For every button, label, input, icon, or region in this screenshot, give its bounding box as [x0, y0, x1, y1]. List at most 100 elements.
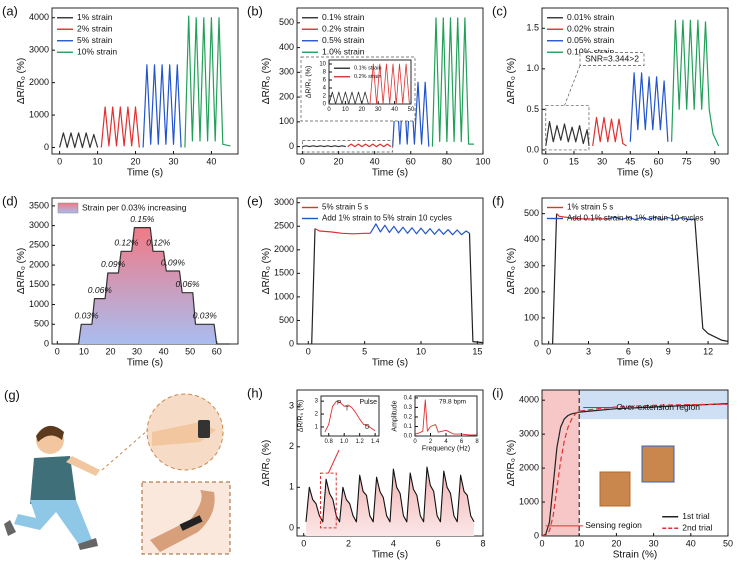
y-tick-label: 0.5: [526, 104, 539, 114]
x-tick-label: 0: [301, 538, 306, 548]
x-tick-label: 2: [429, 439, 433, 445]
legend-label: 10% strain: [77, 47, 117, 57]
x-tick-label: 20: [611, 538, 621, 548]
data-line: [142, 64, 182, 148]
data-line: [311, 228, 316, 345]
y-tick-label: 500: [524, 208, 539, 218]
data-line: [671, 19, 720, 147]
x-tick-label: 6: [460, 439, 464, 445]
x-tick-label: 40: [206, 156, 216, 166]
data-line: [414, 399, 477, 436]
x-tick-label: 100: [475, 156, 490, 166]
x-tick-label: 10: [93, 156, 103, 166]
data-line: [545, 121, 590, 146]
y-tick-label: 100: [524, 312, 539, 322]
y-tick-label: 0.2: [404, 415, 413, 421]
panel-label: (e): [247, 193, 263, 208]
panel-label: (c): [492, 3, 507, 18]
x-axis-label: Time (s): [372, 550, 408, 561]
y-tick-label: 3500: [29, 200, 49, 210]
x-tick-label: 20: [358, 107, 365, 113]
step-label: 0.12%: [146, 238, 171, 248]
x-axis-label: Frequency (Hz): [422, 445, 470, 452]
x-tick-label: 10: [342, 107, 349, 113]
region: [542, 390, 580, 536]
x-axis-label: Time (s): [372, 168, 408, 179]
step-label: 0.12%: [114, 238, 139, 248]
legend-label: 0.05% strain: [567, 35, 615, 45]
x-tick-label: 2: [346, 538, 351, 548]
x-tick-label: 9: [666, 346, 671, 356]
inset-annotation: P: [337, 400, 341, 407]
y-tick-label: 3000: [519, 429, 539, 439]
y-tick-label: 3: [315, 399, 319, 405]
step-label: 0.06%: [88, 285, 113, 295]
y-axis-label: ΔR/R₀ (%): [261, 248, 272, 294]
y-tick-label: 0: [534, 338, 539, 348]
inset-title: Pulse: [359, 399, 377, 406]
step-label: 0.15%: [130, 214, 155, 224]
x-tick-label: 8: [480, 538, 485, 548]
plot-frame: [296, 7, 484, 155]
legend-label: 1st trial: [682, 511, 710, 521]
legend-label: Strain per 0.03% increasing: [82, 202, 187, 212]
inset-annotation: D: [365, 424, 370, 431]
y-axis-label: ΔR/R₀ (%): [506, 58, 517, 104]
legend-label: 2% strain: [77, 24, 113, 34]
legend-label: 5% strain: [77, 35, 113, 45]
panel-label: (d): [2, 193, 18, 208]
data-line: [302, 145, 346, 148]
x-axis-label: Strain (%): [613, 550, 657, 561]
y-tick-label: 500: [279, 17, 294, 27]
y-tick-label: 3000: [29, 220, 49, 230]
x-tick-label: 0: [306, 346, 311, 356]
plot-frame: [541, 197, 729, 345]
zoom-line: [101, 429, 149, 471]
x-tick-label: 0: [546, 346, 551, 356]
y-tick-label: 1000: [274, 291, 294, 301]
y-tick-label: 0: [289, 141, 294, 151]
x-tick-label: 0: [543, 156, 548, 166]
y-tick-label: 1.5: [526, 23, 539, 33]
y-tick-label: 0.1: [404, 424, 413, 430]
y-tick-label: 0: [44, 338, 49, 348]
legend-label: 0.1% strain: [354, 66, 382, 72]
y-tick-label: 10: [319, 62, 326, 68]
y-tick-label: 1.0: [526, 63, 539, 73]
y-tick-label: 8: [323, 70, 327, 76]
x-tick-label: 10: [574, 538, 584, 548]
y-tick-label: 0: [323, 102, 327, 108]
data-line: [305, 466, 475, 523]
plot-frame: [51, 7, 239, 155]
legend-label: 1% strain 5 s: [567, 203, 613, 212]
x-axis-label: Time (s): [127, 358, 163, 369]
watch: [198, 420, 210, 438]
step-label: 0.03%: [193, 311, 218, 321]
y-axis-label: ΔR/R₀ (%): [16, 58, 27, 104]
data-line: [369, 63, 410, 105]
legend-label: 0.2% strain: [354, 74, 382, 80]
area-fill: [57, 227, 230, 344]
x-tick-label: 40: [391, 107, 398, 113]
x-tick-label: 0: [55, 346, 60, 356]
step-label: 0.03%: [74, 311, 99, 321]
y-axis-label: ΔR/R₀ (%): [261, 440, 272, 486]
shoes: [4, 520, 98, 550]
annotation: SNR=3.344>2: [585, 53, 639, 63]
legend-label: 1% strain: [77, 12, 113, 22]
annotation-box: [579, 52, 645, 66]
x-tick-label: 50: [185, 346, 195, 356]
x-tick-label: 1.4: [371, 439, 380, 445]
region-label: Sensing region: [585, 520, 642, 530]
data-line: [347, 143, 392, 148]
x-tick-label: 60: [406, 156, 416, 166]
panel-label: (h): [247, 385, 263, 400]
panel-label: (i): [492, 385, 504, 400]
region-label: Over-extension region: [616, 402, 700, 412]
y-tick-label: 2: [323, 94, 327, 100]
wrist-sensor: [179, 515, 203, 531]
y-tick-label: 0: [289, 522, 294, 532]
legend-label: 0.10% strain: [567, 47, 615, 57]
pants: [14, 500, 92, 546]
